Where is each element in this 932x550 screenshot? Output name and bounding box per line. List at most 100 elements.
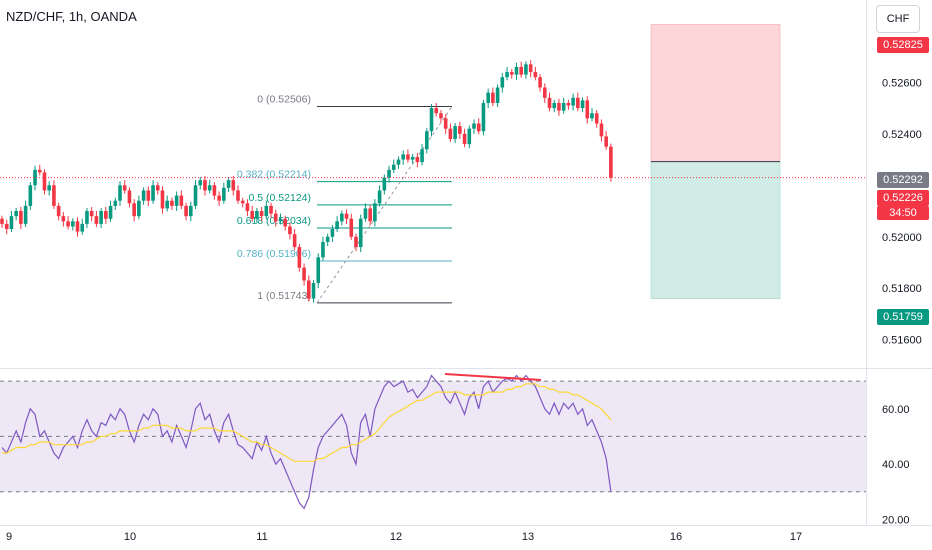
candle-body: [410, 156, 415, 160]
candle-body: [80, 223, 85, 232]
candle-body: [420, 149, 424, 163]
candle-body: [538, 77, 542, 88]
candle-body: [439, 113, 443, 119]
candle-body: [56, 205, 61, 217]
candle-body: [85, 211, 89, 224]
candle-body: [509, 72, 514, 75]
candle-body: [207, 185, 212, 191]
candle-body: [71, 221, 75, 227]
candle-body: [609, 146, 613, 178]
rsi-pane[interactable]: [0, 373, 866, 510]
candle-body: [604, 136, 608, 147]
candle-body: [236, 190, 240, 201]
candle-body: [14, 211, 18, 217]
candle-body: [203, 180, 207, 191]
candle-body: [552, 102, 557, 109]
candle-body: [264, 205, 269, 217]
candle-body: [222, 187, 226, 201]
candle-body: [132, 203, 136, 217]
candle-body: [406, 154, 410, 160]
candle-body: [189, 205, 193, 217]
candle-body: [486, 92, 490, 103]
candle-body: [108, 205, 113, 219]
candle-body: [307, 280, 311, 299]
candle-body: [245, 203, 250, 212]
countdown-timer: 34:50: [877, 206, 929, 220]
candle-body: [505, 72, 509, 78]
candle-body: [524, 64, 528, 75]
candle-body: [448, 128, 453, 139]
candle-body: [415, 156, 420, 163]
candle-body: [373, 203, 377, 222]
candle-body: [217, 195, 221, 201]
candle-body: [288, 226, 292, 235]
candle-body: [198, 180, 203, 186]
fib-level-label: 0.5 (0.52124): [249, 192, 311, 204]
candle-body: [528, 64, 533, 73]
fib-level-label: 0 (0.52506): [257, 94, 311, 106]
candle-body: [179, 195, 184, 206]
candle-body: [42, 172, 47, 191]
divergence-line: [444, 373, 542, 381]
candle-body: [401, 154, 405, 160]
candle-body: [89, 211, 94, 217]
entry-price-tag: 0.52292: [877, 172, 929, 188]
candle-body: [240, 200, 245, 204]
price-axis-label: 0.51800: [882, 283, 922, 295]
rsi-axis-label: 60.00: [882, 404, 910, 416]
candle-body: [269, 205, 273, 214]
rsi-line: [1, 374, 612, 510]
candle-body: [311, 283, 316, 299]
candle-body: [382, 177, 387, 191]
candle-body: [184, 205, 188, 217]
fib-trend-line: [316, 106, 453, 304]
candle-body: [99, 211, 103, 224]
candle-body: [94, 216, 99, 224]
candle-body: [193, 185, 198, 206]
candle-body: [155, 185, 160, 191]
candle-body: [283, 218, 287, 227]
candle-body: [472, 123, 476, 129]
rsi-axis-label: 40.00: [882, 459, 910, 471]
candle-body: [118, 185, 122, 201]
candle-body: [278, 218, 283, 222]
candle-body: [19, 211, 23, 224]
candle-body: [425, 131, 429, 150]
candle-body: [75, 221, 80, 232]
candle-body: [4, 223, 9, 230]
candle-body: [33, 169, 37, 186]
price-pane[interactable]: 0 (0.52506) 0.382 (0.52214) 0.5 (0.52124) 0…: [0, 24, 866, 304]
target-price-tag: 0.51759: [877, 309, 929, 325]
candle-body: [160, 190, 165, 209]
candle-body: [344, 213, 349, 219]
time-axis-label: 12: [390, 531, 402, 543]
currency-button[interactable]: CHF: [876, 5, 920, 33]
candle-body: [325, 236, 330, 242]
fib-level-label: 1 (0.51743): [257, 290, 311, 302]
candle-body: [500, 77, 505, 88]
candle-body: [174, 195, 179, 206]
candle-body: [458, 126, 462, 134]
time-axis-label: 16: [670, 531, 682, 543]
candle-body: [231, 180, 236, 191]
candle-body: [349, 218, 354, 237]
candle-body: [495, 87, 500, 103]
candle-body: [66, 221, 70, 227]
candle-body: [358, 218, 363, 248]
candle-body: [212, 185, 217, 196]
fib-level-label: 0.618 (0.52034): [237, 215, 311, 227]
candle-body: [391, 164, 396, 170]
candle-body: [363, 208, 368, 219]
candle-body: [9, 216, 14, 230]
candle-body: [557, 102, 561, 111]
time-axis-label: 9: [6, 531, 12, 543]
candle-body: [585, 100, 590, 119]
candle-body: [476, 123, 481, 132]
candle-body: [481, 102, 486, 132]
candle-body: [519, 66, 523, 75]
chart-title: NZD/CHF, 1h, OANDA: [6, 9, 137, 24]
candle-body: [104, 211, 108, 219]
candle-body: [566, 102, 571, 106]
